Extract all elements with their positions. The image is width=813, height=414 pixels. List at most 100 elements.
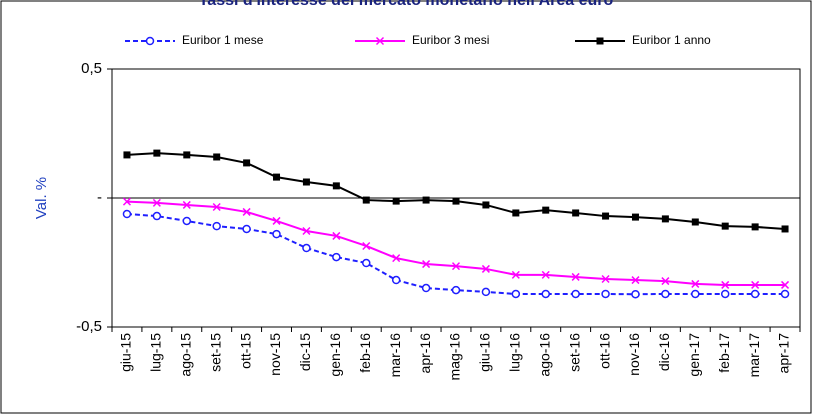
marker: [422, 196, 430, 204]
chart-title: Tassi d'interesse del mercato monetario …: [199, 0, 614, 9]
marker: [212, 202, 221, 212]
marker: [542, 206, 550, 214]
marker: [751, 223, 759, 231]
marker: [152, 198, 161, 207]
x-tick-label: lug-16: [507, 333, 523, 372]
x-tick-label: set-16: [566, 333, 582, 372]
marker: [691, 279, 700, 288]
x-tick-label: mag-16: [447, 333, 463, 381]
marker: [302, 226, 311, 236]
marker: [781, 280, 790, 289]
marker: [392, 254, 401, 263]
marker: [571, 272, 580, 281]
x-tick-label: gen-16: [327, 333, 343, 377]
x-tick-label: dic-15: [297, 333, 313, 371]
marker: [332, 252, 341, 262]
x-tick-label: gen-17: [686, 333, 702, 377]
marker: [512, 209, 520, 217]
marker: [631, 276, 640, 285]
x-tick-label: ott-16: [596, 333, 612, 369]
marker: [391, 275, 401, 285]
marker: [212, 221, 221, 231]
marker: [721, 280, 730, 289]
marker: [601, 289, 610, 299]
marker: [481, 287, 491, 297]
marker: [631, 213, 639, 221]
marker: [332, 231, 341, 240]
marker: [541, 270, 550, 279]
series-line: [126, 212, 786, 296]
marker: [482, 201, 490, 209]
marker: [511, 289, 521, 299]
marker: [691, 218, 699, 226]
marker: [602, 212, 610, 220]
marker: [362, 241, 371, 251]
series-line: [126, 152, 786, 230]
marker: [213, 153, 221, 161]
marker: [596, 37, 604, 45]
marker: [571, 289, 580, 299]
marker: [511, 270, 520, 279]
marker: [152, 211, 162, 221]
marker: [780, 289, 790, 299]
x-tick-label: apr-17: [776, 333, 792, 374]
x-tick-label: lug-15: [148, 333, 164, 372]
marker: [750, 289, 760, 299]
x-tick-label: mar-16: [387, 333, 403, 378]
marker: [421, 283, 431, 293]
x-tick-label: set-15: [207, 333, 223, 372]
marker: [422, 260, 431, 269]
marker: [123, 151, 131, 159]
x-tick-label: ago-15: [177, 333, 193, 377]
marker: [661, 215, 669, 223]
marker: [242, 207, 251, 216]
marker: [153, 149, 161, 157]
x-tick-label: giu-16: [477, 333, 493, 372]
marker: [392, 197, 400, 205]
marker: [481, 264, 490, 273]
marker: [302, 243, 311, 253]
y-tick-label: -0,5: [76, 318, 102, 335]
marker: [661, 289, 670, 299]
marker: [272, 216, 281, 225]
y-tick-label: -: [97, 189, 102, 206]
marker: [122, 197, 131, 206]
y-tick-label: 0,5: [81, 60, 102, 77]
marker: [720, 289, 730, 299]
x-tick-label: dic-16: [656, 333, 672, 371]
marker: [272, 229, 281, 239]
series-line: [126, 200, 786, 286]
legend-label: Euribor 3 mesi: [412, 33, 489, 47]
x-tick-label: ott-15: [237, 333, 253, 369]
x-tick-label: nov-16: [626, 333, 642, 376]
marker: [332, 182, 340, 190]
marker: [721, 222, 729, 230]
marker: [182, 200, 191, 209]
marker: [183, 151, 191, 159]
marker: [691, 289, 700, 299]
marker: [145, 36, 155, 46]
marker: [781, 225, 789, 233]
legend-label: Euribor 1 mese: [182, 33, 264, 47]
marker: [375, 36, 385, 46]
marker: [541, 289, 550, 299]
x-tick-label: feb-17: [716, 333, 732, 373]
marker: [451, 285, 461, 295]
x-tick-label: nov-15: [267, 333, 283, 376]
x-tick-label: apr-16: [417, 333, 433, 374]
marker: [182, 216, 192, 226]
y-axis-label: Val. %: [33, 177, 50, 219]
marker: [751, 280, 760, 289]
marker: [452, 197, 460, 205]
marker: [122, 209, 132, 219]
marker: [661, 277, 670, 286]
marker: [451, 262, 461, 271]
marker: [362, 196, 370, 204]
x-tick-label: giu-15: [118, 333, 134, 372]
marker: [242, 224, 251, 234]
marker: [243, 159, 251, 167]
x-tick-label: feb-16: [357, 333, 373, 373]
x-tick-label: ago-16: [536, 333, 552, 377]
